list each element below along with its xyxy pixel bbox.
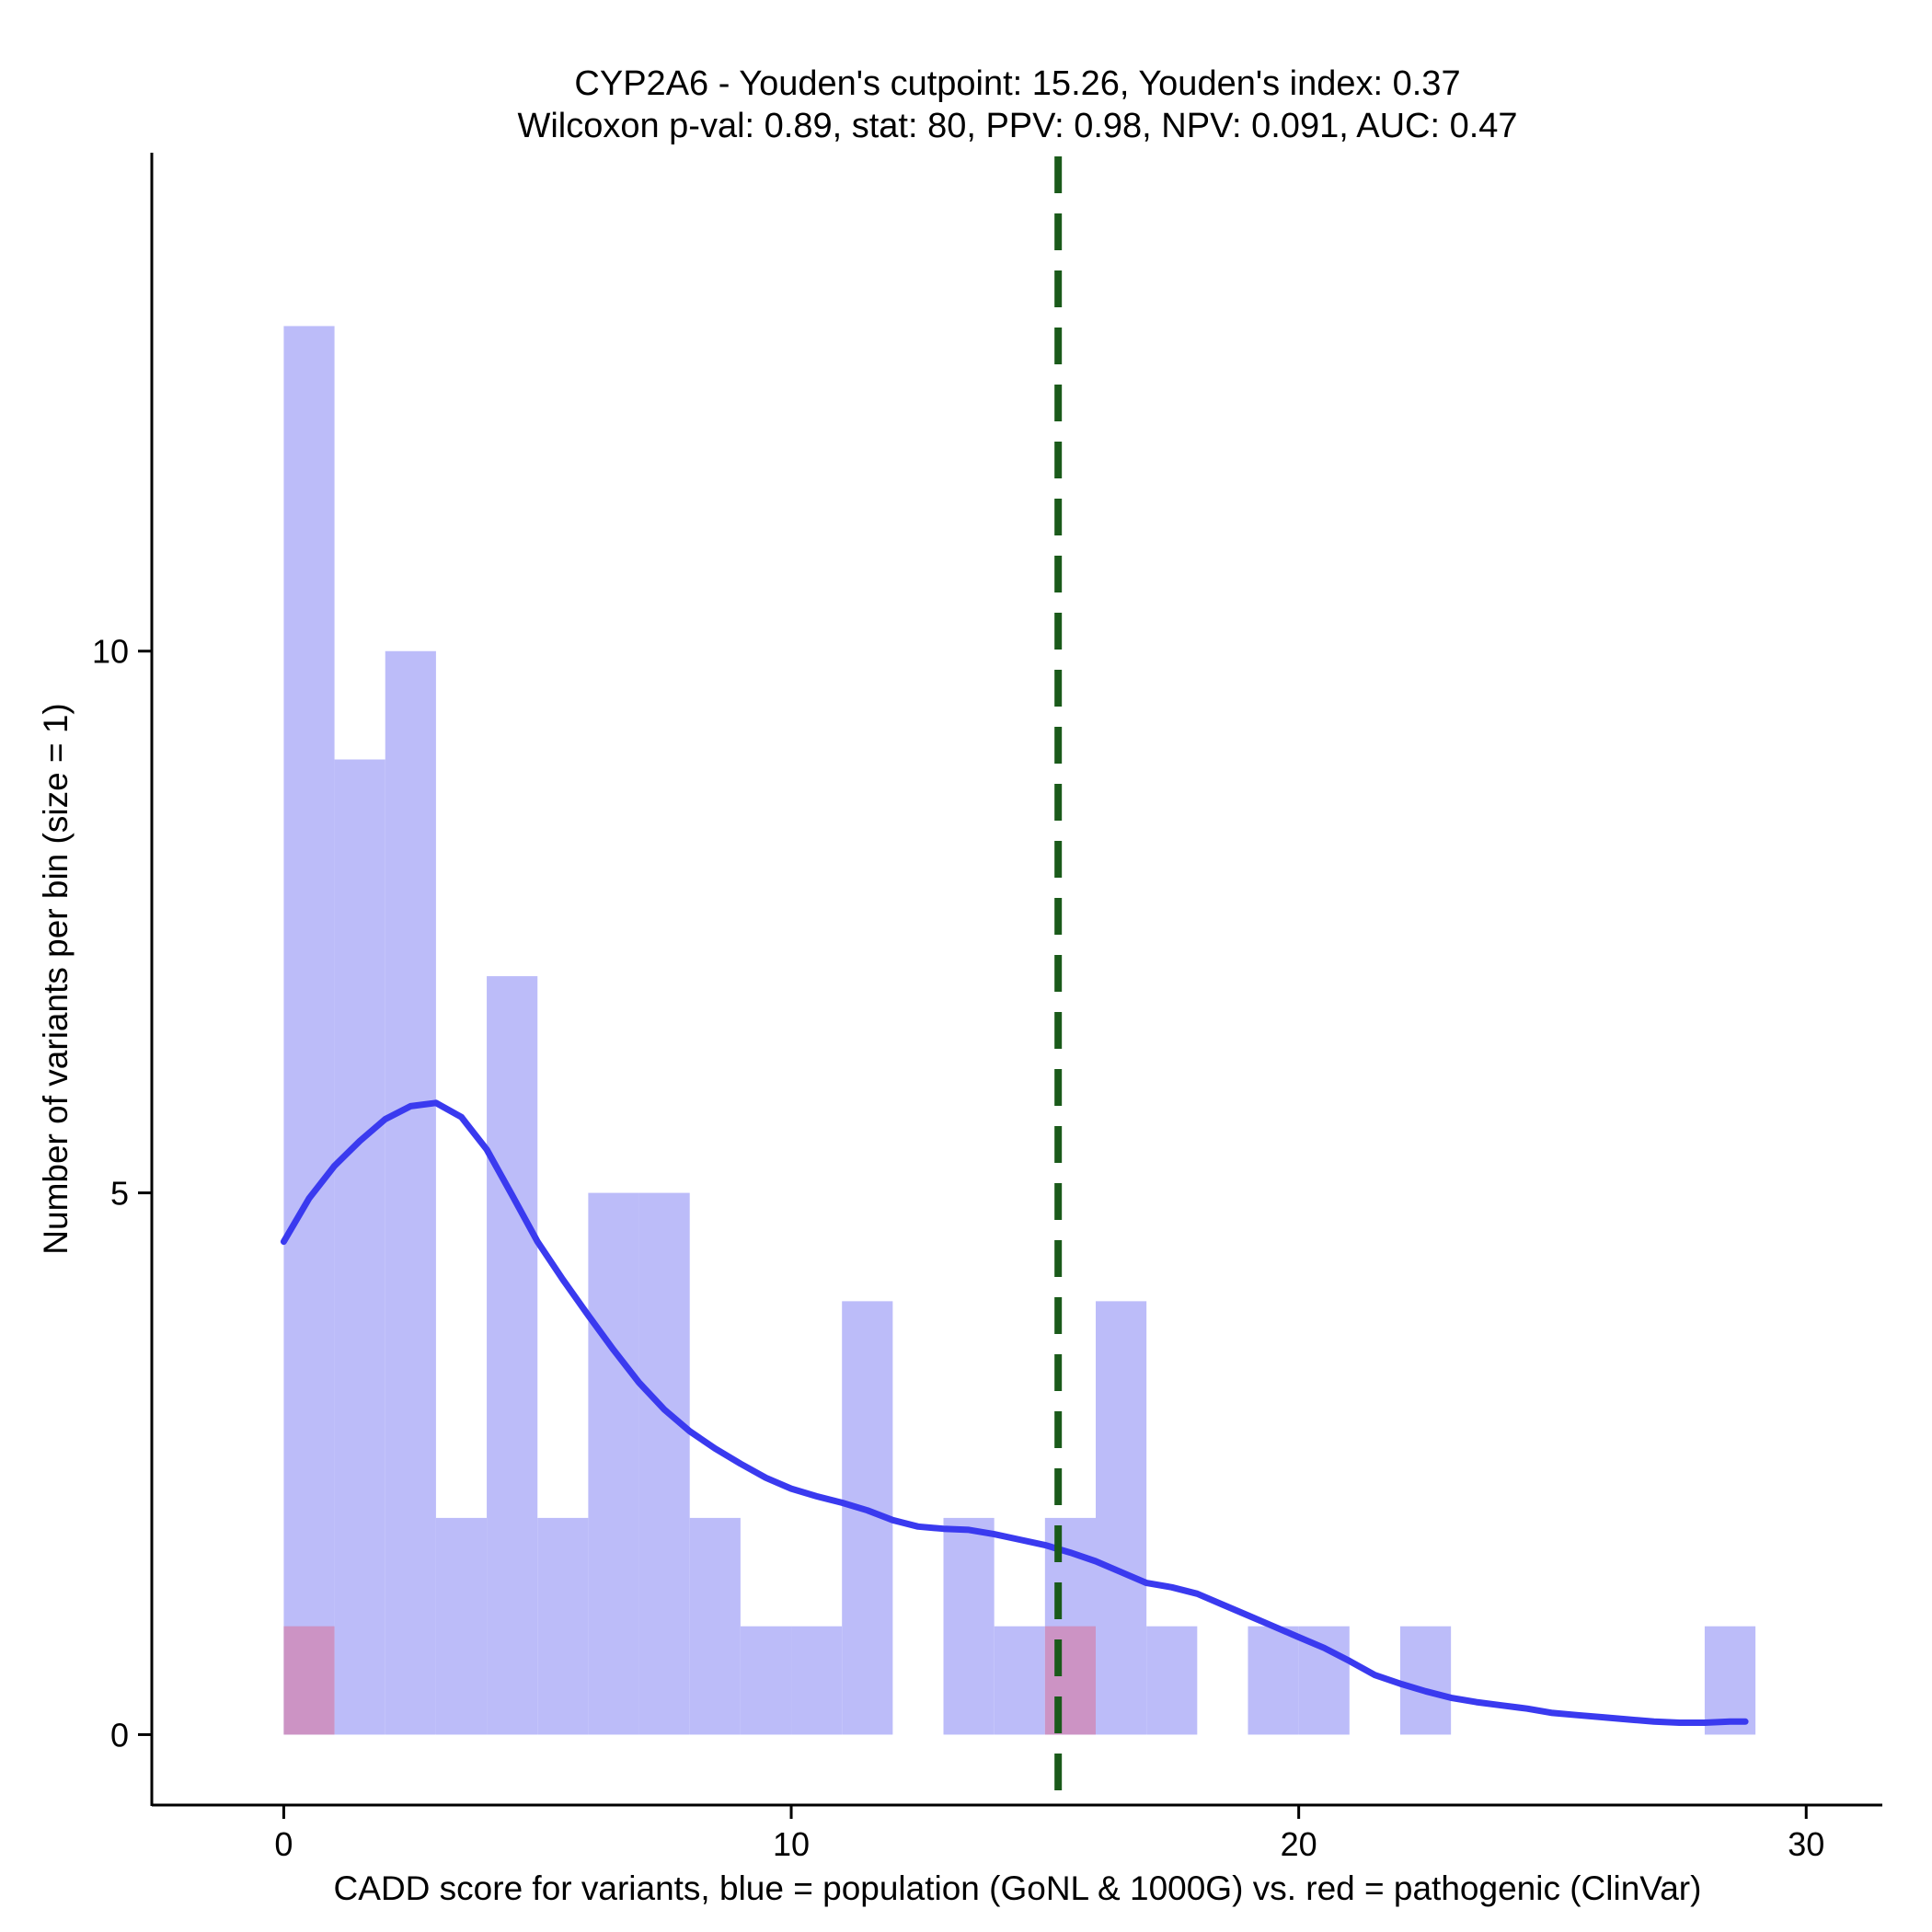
population-bar [588, 1192, 639, 1735]
y-axis-ticks: 0 5 10 [92, 633, 152, 1754]
population-bar [740, 1626, 792, 1735]
population-bar [537, 1517, 589, 1735]
population-bar [385, 650, 436, 1735]
y-tick-label: 5 [110, 1175, 129, 1213]
population-bar [689, 1517, 741, 1735]
x-tick-label: 0 [274, 1825, 293, 1863]
y-tick-label: 0 [110, 1716, 129, 1754]
chart-title: CYP2A6 - Youden's cutpoint: 15.26, Youde… [574, 64, 1460, 103]
population-bar [1704, 1626, 1756, 1735]
pathogenic-bar [1044, 1626, 1096, 1735]
x-tick-label: 20 [1281, 1825, 1317, 1863]
population-bar [943, 1517, 995, 1735]
population-bar [1399, 1626, 1452, 1735]
population-bar [1298, 1626, 1350, 1735]
population-bar [487, 976, 538, 1735]
population-bar [638, 1192, 690, 1735]
population-bar [1248, 1626, 1299, 1735]
population-bar [1096, 1301, 1147, 1735]
chart-subtitle: Wilcoxon p-val: 0.89, stat: 80, PPV: 0.9… [517, 107, 1517, 145]
population-bar [791, 1626, 843, 1735]
population-bar [1146, 1626, 1198, 1735]
population-bar [994, 1626, 1045, 1735]
population-bar [334, 759, 385, 1735]
population-bar [283, 326, 335, 1735]
population-density-curve [280, 1099, 1749, 1726]
x-axis-ticks: 0 10 20 30 [274, 1805, 1824, 1863]
pathogenic-bars [283, 1626, 1096, 1735]
population-bars [283, 326, 1756, 1735]
x-axis-label: CADD score for variants, blue = populati… [334, 1869, 1702, 1907]
y-tick-label: 10 [92, 633, 129, 671]
x-tick-label: 10 [773, 1825, 810, 1863]
population-bar [435, 1517, 488, 1735]
x-tick-label: 30 [1788, 1825, 1824, 1863]
pathogenic-bar [283, 1626, 335, 1735]
y-axis-label: Number of variants per bin (size = 1) [37, 703, 75, 1254]
